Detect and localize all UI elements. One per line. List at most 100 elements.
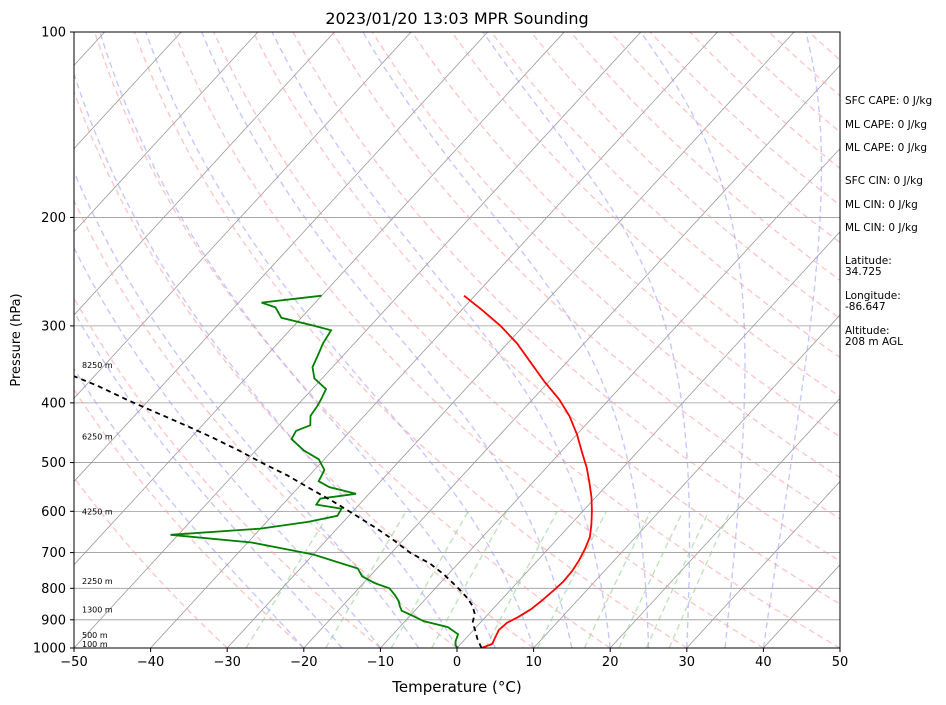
isotherm-line <box>609 397 840 648</box>
height-label: 100 m <box>82 640 108 649</box>
moist-adiabat-line <box>201 32 573 648</box>
isotherm-line <box>226 32 795 648</box>
mixing-ratio-line <box>431 510 508 648</box>
moist-adiabat-line <box>362 32 650 648</box>
dry-adiabat-line <box>74 199 458 648</box>
stat-label: Altitude: <box>845 325 890 337</box>
dry-adiabat-line <box>451 32 840 398</box>
mixing-ratio-line <box>390 510 469 648</box>
moist-adiabat-line <box>640 32 746 648</box>
sounding-lines <box>74 294 593 648</box>
x-axis-ticks: −50 −40 −30 −20 −10 0 10 20 30 40 50 <box>60 648 848 670</box>
y-tick-label: 1000 <box>33 642 66 657</box>
mixing-ratio-line <box>618 510 684 648</box>
stat-label: ML CAPE: 0 J/kg <box>845 119 927 131</box>
y-tick-label: 100 <box>41 26 66 41</box>
moist-adiabat-line <box>762 32 823 648</box>
isotherm-line <box>303 64 840 648</box>
dry-adiabat-line <box>173 32 764 648</box>
x-tick-label: 0 <box>453 655 461 670</box>
stat-label: SFC CAPE: 0 J/kg <box>845 95 932 107</box>
y-tick-label: 300 <box>41 319 66 334</box>
dry-adiabat-line <box>74 388 305 648</box>
height-label: 2250 m <box>82 577 113 586</box>
mixing-ratio-line <box>583 510 652 648</box>
temperature-line <box>463 294 593 648</box>
height-label: 500 m <box>82 631 108 640</box>
dry-adiabat-line <box>292 32 840 562</box>
y-tick-label: 700 <box>41 546 66 561</box>
height-label: 1300 m <box>82 606 113 615</box>
x-tick-label: −10 <box>367 655 394 670</box>
stat-value: -86.647 <box>845 301 886 313</box>
isotherm-line <box>74 32 182 150</box>
dry-adiabat-line <box>332 32 840 520</box>
mixing-ratio-line <box>536 510 607 648</box>
y-axis-ticks: 100 200 300 400 500 600 700 800 900 1000 <box>33 26 74 657</box>
mixing-ratio-line <box>484 510 558 648</box>
mixing-ratio-line <box>245 510 332 648</box>
dry-adiabat-line <box>490 32 840 359</box>
x-tick-label: −50 <box>60 655 87 670</box>
isotherm-line <box>533 314 840 648</box>
y-tick-label: 500 <box>41 456 66 471</box>
y-tick-label: 900 <box>41 613 66 628</box>
height-label: 6250 m <box>82 433 113 442</box>
mixing-ratio-line <box>325 510 407 648</box>
y-tick-label: 600 <box>41 505 66 520</box>
isotherm-line <box>686 480 840 648</box>
isotherm-line <box>150 32 718 648</box>
moist-adiabat-line <box>74 367 305 648</box>
x-tick-label: −20 <box>290 655 317 670</box>
parcel-path-line <box>74 375 483 648</box>
x-tick-label: −40 <box>137 655 164 670</box>
x-tick-label: −30 <box>213 655 240 670</box>
moist-adiabat-line <box>99 32 496 648</box>
dry-adiabat-line <box>133 32 688 648</box>
dry-adiabat-line <box>371 32 840 479</box>
x-tick-label: 40 <box>755 655 772 670</box>
y-axis-label: Pressure (hPa) <box>9 293 24 386</box>
isotherm-line <box>74 32 488 483</box>
dry-adiabat-line <box>411 32 840 438</box>
sounding-stats: SFC CAPE: 0 J/kg ML CAPE: 0 J/kg ML CAPE: … <box>845 95 932 348</box>
x-tick-label: 10 <box>525 655 542 670</box>
stat-label: Longitude: <box>845 290 901 302</box>
stat-value: 208 m AGL <box>845 336 903 348</box>
dry-adiabat-line <box>74 476 228 648</box>
x-tick-label: 50 <box>832 655 849 670</box>
mixing-ratio-line <box>668 511 731 648</box>
x-tick-label: 20 <box>602 655 619 670</box>
stat-label: ML CIN: 0 J/kg <box>845 222 918 234</box>
plot-frame <box>73 31 841 649</box>
moist-adiabat-line <box>482 32 691 648</box>
stat-label: Latitude: <box>845 255 892 267</box>
isotherm-line <box>456 231 840 648</box>
height-label: 8250 m <box>82 361 113 370</box>
moist-adiabat-line <box>74 310 343 648</box>
stat-value: 34.725 <box>845 266 882 278</box>
isotherm-line <box>74 32 412 399</box>
isotherm-line <box>74 32 565 566</box>
moist-adiabat-line <box>74 169 420 648</box>
isotherm-line <box>380 147 840 648</box>
x-tick-label: 30 <box>679 655 696 670</box>
moist-adiabat-line <box>271 32 611 648</box>
mixing-ratio-line <box>645 511 710 648</box>
chart-title: 2023/01/20 13:03 MPR Sounding <box>325 9 588 28</box>
moist-adiabat-line <box>145 32 535 648</box>
isotherm-line <box>74 32 259 233</box>
stat-label: SFC CIN: 0 J/kg <box>845 175 923 187</box>
dry-adiabat-line <box>74 296 381 648</box>
dry-adiabat-line <box>74 89 535 648</box>
dry-adiabat-line <box>93 32 611 648</box>
moist-adiabat-line <box>74 246 381 648</box>
dewpoint-line <box>170 294 460 648</box>
y-tick-label: 400 <box>41 396 66 411</box>
isotherm-line <box>74 32 642 648</box>
y-tick-label: 800 <box>41 582 66 597</box>
dry-adiabat-line <box>212 32 840 648</box>
height-label: 4250 m <box>82 507 113 516</box>
